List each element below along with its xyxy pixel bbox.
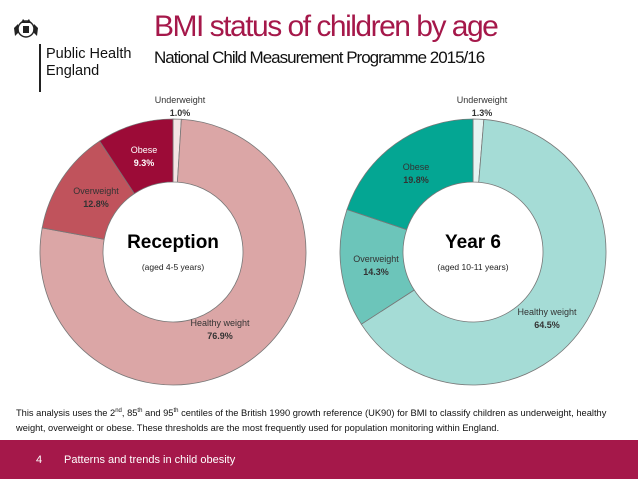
year6-value-overweight: 14.3% <box>363 267 389 277</box>
reception-label-overweight: Overweight <box>73 186 119 196</box>
page-title: BMI status of children by age <box>154 10 499 43</box>
reception-center-title: Reception <box>127 232 219 253</box>
reception-label-healthy: Healthy weight <box>190 318 250 328</box>
organisation-name: Public Health England <box>46 46 132 79</box>
royal-crest-icon <box>14 19 38 38</box>
logo-divider <box>39 44 41 92</box>
reception-value-healthy: 76.9% <box>207 331 233 341</box>
year6-slice-obese <box>346 118 474 231</box>
year6-label-obese: Obese <box>403 162 430 172</box>
year6-label-healthy: Healthy weight <box>517 307 577 317</box>
phe-logo: Public Health England <box>10 14 150 92</box>
year6-label-underweight: Underweight <box>457 95 508 105</box>
reception-value-underweight: 1.0% <box>170 108 191 118</box>
reception-center-subtitle: (aged 4-5 years) <box>142 262 205 272</box>
reception-label-underweight: Underweight <box>155 95 206 105</box>
reception-value-obese: 9.3% <box>134 158 155 168</box>
reception-slice-obese <box>99 118 174 195</box>
year6-slice-healthy <box>360 119 607 386</box>
year6-value-underweight: 1.3% <box>472 108 493 118</box>
year6-donut-chart: Underweight 1.3% Healthy weight 64.5% Overwe… <box>339 95 607 386</box>
year6-label-overweight: Overweight <box>353 254 399 264</box>
reception-label-obese: Obese <box>131 145 158 155</box>
footer-bar: 4 Patterns and trends in child obesity <box>0 440 638 479</box>
year6-value-obese: 19.8% <box>403 175 429 185</box>
page-subtitle: National Child Measurement Programme 201… <box>154 48 485 67</box>
page-number: 4 <box>36 454 43 466</box>
reception-donut-chart: Underweight 1.0% Healthy weight 76.9% Overwe… <box>39 95 307 386</box>
reception-slice-healthy <box>39 118 307 386</box>
year6-center-title: Year 6 <box>445 232 501 253</box>
reception-value-overweight: 12.8% <box>83 199 109 209</box>
year6-center-subtitle: (aged 10-11 years) <box>437 262 508 272</box>
footer-text: Patterns and trends in child obesity <box>64 454 236 466</box>
year6-value-healthy: 64.5% <box>534 320 560 330</box>
methodology-note: This analysis uses the 2nd, 85th and 95t… <box>16 407 607 433</box>
